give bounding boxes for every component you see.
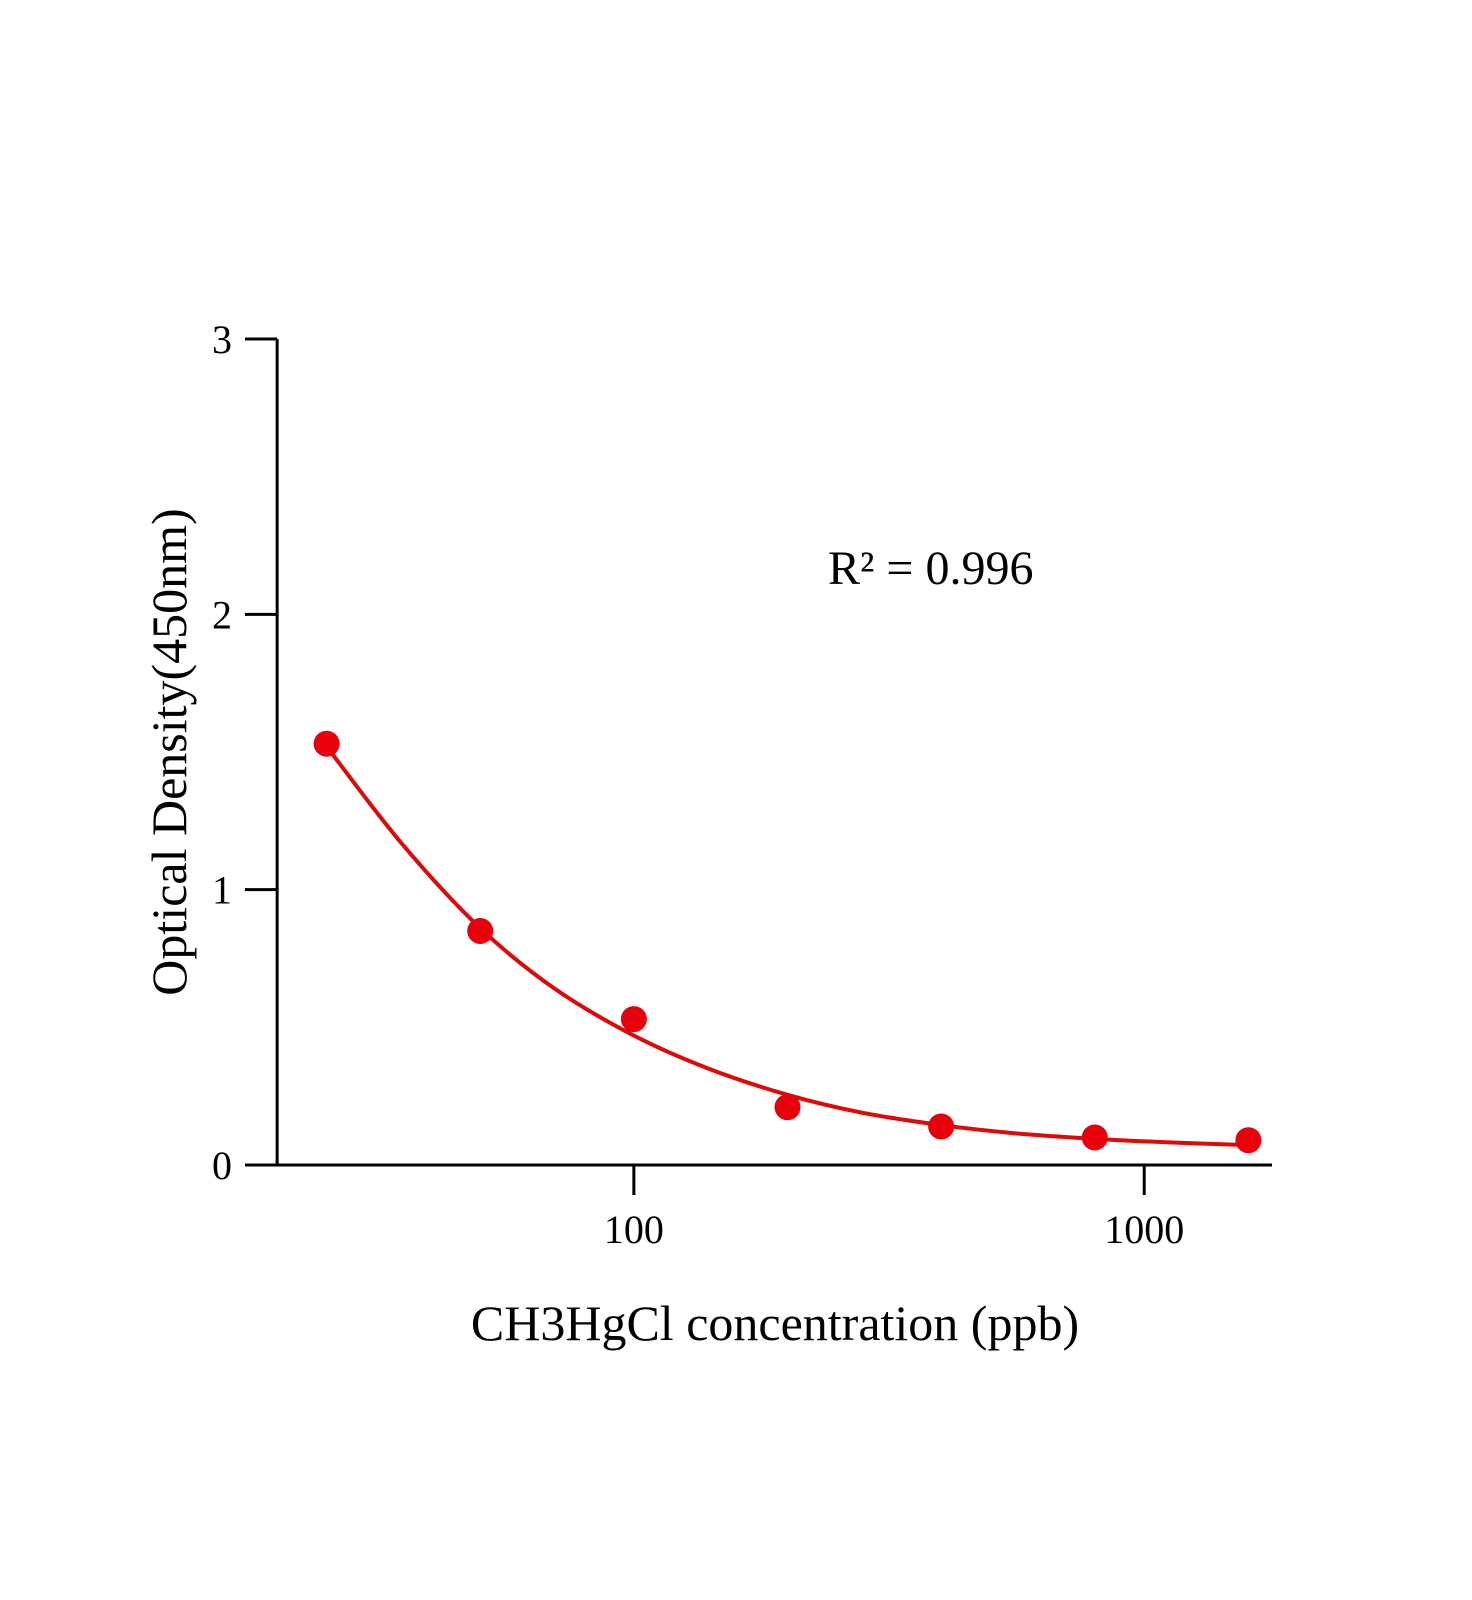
data-point	[1081, 1124, 1108, 1151]
series-layer	[313, 730, 1262, 1154]
data-point	[313, 730, 340, 757]
x-axis-title: CH3HgCl concentration (ppb)	[471, 1295, 1079, 1351]
x-ticks: 100 1000	[604, 1165, 1184, 1252]
data-point	[928, 1113, 955, 1140]
y-ticks: 0 1 2 3	[212, 317, 278, 1188]
x-tick-label: 1000	[1104, 1207, 1184, 1252]
x-tick-label: 100	[604, 1207, 664, 1252]
data-point	[774, 1094, 801, 1121]
fit-curve-line	[325, 745, 1249, 1148]
data-point	[1235, 1127, 1262, 1154]
data-point	[620, 1006, 647, 1033]
y-tick-label: 3	[212, 317, 232, 362]
axes	[245, 339, 1272, 1167]
y-tick-label: 1	[212, 868, 232, 913]
y-tick-label: 0	[212, 1143, 232, 1188]
y-tick-label: 2	[212, 592, 232, 637]
r-squared-annotation: R² = 0.996	[828, 542, 1033, 595]
y-axis-title: Optical Density(450nm)	[141, 508, 197, 995]
data-point	[467, 917, 494, 944]
